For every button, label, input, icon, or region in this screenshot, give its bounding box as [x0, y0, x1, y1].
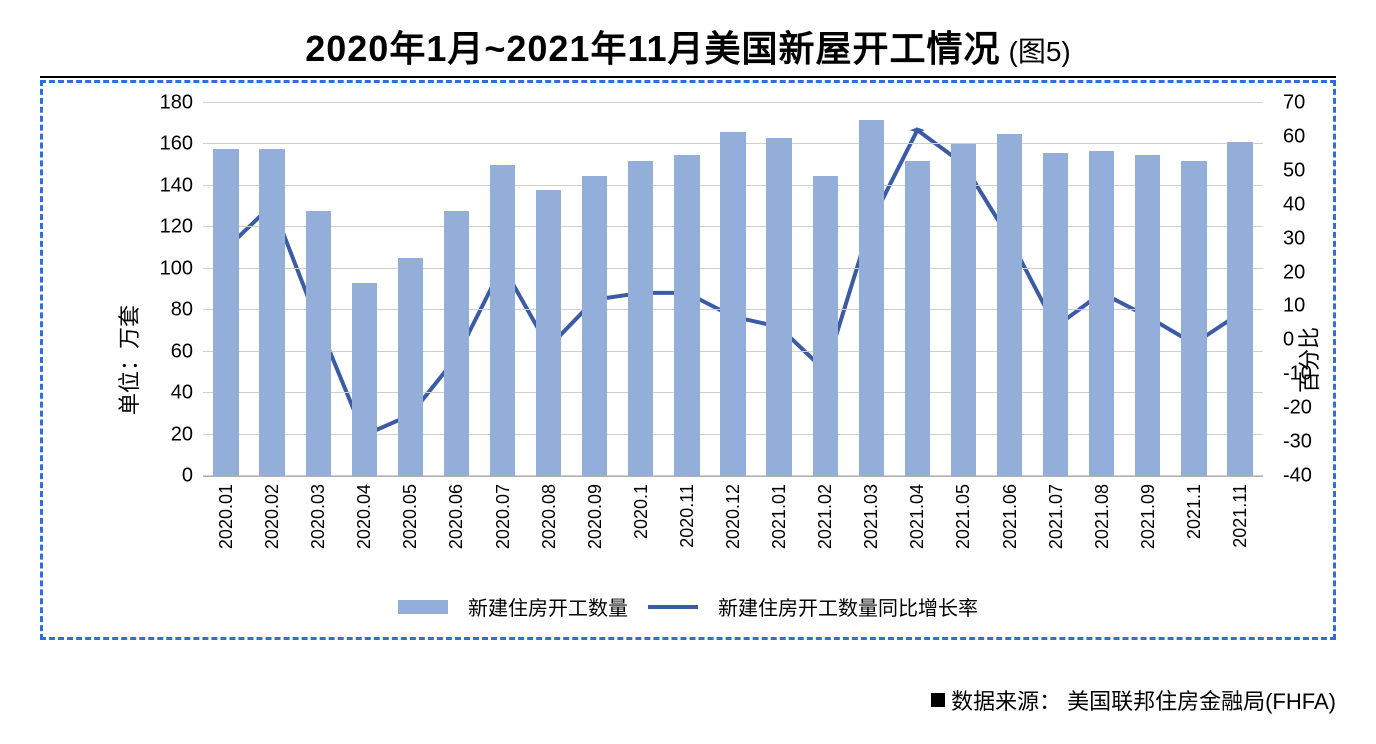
bar: [536, 190, 561, 476]
legend: 新建住房开工数量 新建住房开工数量同比增长率: [43, 592, 1333, 621]
bar: [306, 211, 331, 476]
bar: [813, 176, 838, 476]
x-tick-label: 2020.05: [400, 484, 421, 549]
x-tick-label: 2020.02: [262, 484, 283, 549]
y1-axis-title: 单位：万套: [112, 305, 144, 415]
bar: [859, 120, 884, 476]
y1-tick-label: 20: [171, 423, 203, 446]
x-tick-label: 2020.01: [216, 484, 237, 549]
bar: [490, 165, 515, 476]
bar: [1135, 155, 1160, 476]
x-tick-label: 2021.06: [1000, 484, 1021, 549]
x-tick-label: 2021.04: [907, 484, 928, 549]
legend-line-label: 新建住房开工数量同比增长率: [718, 592, 978, 621]
bar: [1089, 151, 1114, 476]
y1-tick-label: 80: [171, 299, 203, 322]
legend-bar-swatch: [398, 600, 448, 614]
y2-tick-label: -20: [1273, 397, 1283, 420]
source-bullet-icon: [931, 693, 945, 707]
y2-tick-label: 0: [1273, 329, 1283, 352]
bar: [213, 149, 238, 476]
x-tick-label: 2020.04: [354, 484, 375, 549]
y1-tick-label: 60: [171, 340, 203, 363]
x-tick-label: 2021.02: [815, 484, 836, 549]
bar: [951, 144, 976, 476]
x-tick-label: 2021.09: [1138, 484, 1159, 549]
bar: [398, 258, 423, 476]
x-tick-label: 2021.07: [1046, 484, 1067, 549]
chart-container: 单位：万套 百分比 020406080100120140160180-40-30…: [40, 80, 1336, 640]
x-tick-label: 2021.08: [1092, 484, 1113, 549]
y2-tick-label: 10: [1273, 295, 1283, 318]
y1-tick-label: 100: [160, 257, 203, 280]
bar: [259, 149, 284, 476]
source-text: 美国联邦住房金融局(FHFA): [1067, 684, 1336, 716]
x-tick-label: 2021.03: [861, 484, 882, 549]
y2-tick-label: 30: [1273, 227, 1283, 250]
bar: [582, 176, 607, 476]
bar: [1043, 153, 1068, 476]
x-tick-label: 2021.01: [769, 484, 790, 549]
bar: [352, 283, 377, 476]
y1-tick-label: 0: [182, 465, 203, 488]
y1-tick-label: 40: [171, 382, 203, 405]
x-tick-label: 2020.06: [446, 484, 467, 549]
y2-tick-label: 40: [1273, 193, 1283, 216]
bar: [905, 161, 930, 476]
bar: [766, 138, 791, 476]
x-tick-label: 2021.05: [953, 484, 974, 549]
y2-tick-label: -10: [1273, 363, 1283, 386]
chart-title-row: 2020年1月~2021年11月美国新屋开工情况 (图5): [40, 20, 1336, 72]
bar: [674, 155, 699, 476]
x-tick-label: 2020.1: [631, 484, 652, 539]
bar: [444, 211, 469, 476]
source-prefix: 数据来源：: [951, 684, 1061, 716]
y2-tick-label: -30: [1273, 431, 1283, 454]
grid-line: 180: [203, 102, 1263, 103]
bar: [997, 134, 1022, 476]
title-underline: [40, 76, 1336, 78]
source-row: 数据来源： 美国联邦住房金融局(FHFA): [931, 684, 1336, 716]
x-tick-label: 2020.03: [308, 484, 329, 549]
y2-tick-label: 50: [1273, 159, 1283, 182]
y2-tick-label: 60: [1273, 125, 1283, 148]
bar: [628, 161, 653, 476]
y2-tick-label: 70: [1273, 92, 1283, 115]
chart-title-sub: (图5): [1009, 30, 1071, 70]
y2-tick-label: -40: [1273, 465, 1283, 488]
y1-tick-label: 180: [160, 92, 203, 115]
y1-tick-label: 160: [160, 133, 203, 156]
x-tick-label: 2020.08: [539, 484, 560, 549]
chart-title-main: 2020年1月~2021年11月美国新屋开工情况: [305, 20, 1000, 72]
y2-tick-label: 20: [1273, 261, 1283, 284]
y1-tick-label: 120: [160, 216, 203, 239]
legend-bar-label: 新建住房开工数量: [468, 592, 628, 621]
x-tick-label: 2020.09: [585, 484, 606, 549]
legend-line-swatch: [648, 605, 698, 609]
x-tick-label: 2021.11: [1230, 484, 1251, 548]
bar: [720, 132, 745, 476]
x-tick-label: 2020.07: [493, 484, 514, 549]
plot-area: 020406080100120140160180-40-30-20-100102…: [203, 103, 1263, 477]
y1-tick-label: 140: [160, 174, 203, 197]
x-tick-label: 2020.12: [723, 484, 744, 549]
x-tick-label: 2020.11: [677, 484, 698, 548]
bar: [1181, 161, 1206, 476]
x-tick-label: 2021.1: [1184, 484, 1205, 539]
bar: [1227, 142, 1252, 476]
